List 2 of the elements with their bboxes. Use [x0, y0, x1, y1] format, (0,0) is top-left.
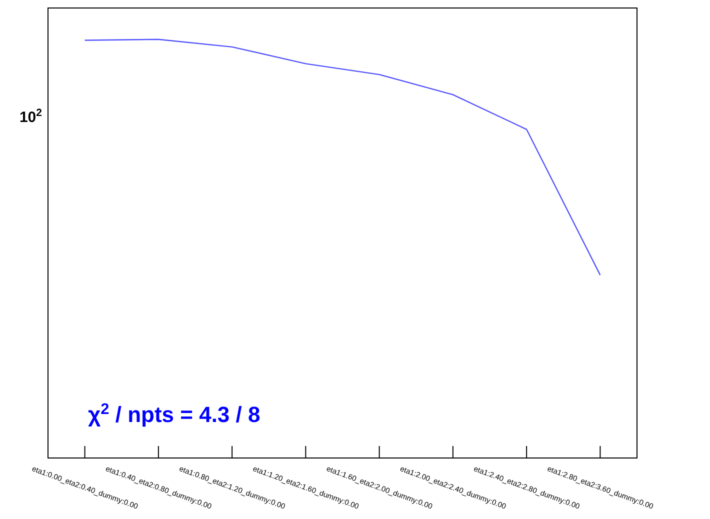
- annotation: χ$^{2}$ / npts = 4.3 / 8: [88, 400, 260, 427]
- text: 10$^{2}$: [19, 107, 42, 126]
